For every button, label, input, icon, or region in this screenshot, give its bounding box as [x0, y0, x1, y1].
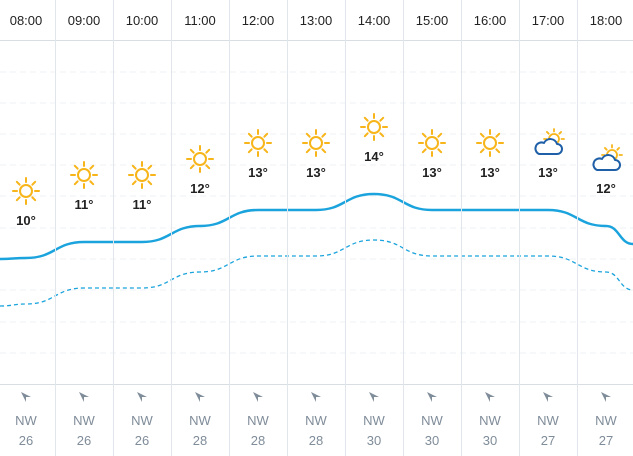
wind-direction-label: NW — [421, 413, 443, 428]
wind-speed-label: 26 — [18, 433, 34, 448]
temperature-label: 10° — [16, 213, 36, 228]
wind-direction-label: NW — [247, 413, 269, 428]
wind-cell: NW 30 — [345, 388, 403, 452]
wind-speed-label: 27 — [598, 433, 614, 448]
temperature-label: 11° — [132, 197, 152, 212]
wind-direction-arrow-icon — [311, 392, 321, 402]
sun-icon — [417, 128, 447, 158]
sun-icon — [359, 112, 389, 142]
feels-like-line — [0, 239, 633, 307]
wind-direction-label: NW — [189, 413, 211, 428]
hour-label: 18:00 — [589, 13, 623, 28]
temperature-label: 11° — [74, 197, 94, 212]
wind-cell: NW 28 — [229, 388, 287, 452]
hour-label: 16:00 — [473, 13, 507, 28]
wind-direction-arrow-icon — [21, 392, 31, 402]
temperature-label: 13° — [248, 165, 268, 180]
wind-cell: NW 28 — [287, 388, 345, 452]
wind-cell: NW 26 — [55, 388, 113, 452]
wind-direction-label: NW — [363, 413, 385, 428]
hour-label: 15:00 — [415, 13, 449, 28]
wind-cell: NW 30 — [461, 388, 519, 452]
wind-direction-arrow-icon — [427, 392, 437, 402]
wind-direction-label: NW — [15, 413, 37, 428]
column-separator — [287, 0, 288, 456]
wind-direction-label: NW — [479, 413, 501, 428]
temperature-label: 12° — [190, 181, 210, 196]
hour-label: 14:00 — [357, 13, 391, 28]
wind-speed-label: 30 — [482, 433, 498, 448]
hour-label: 13:00 — [299, 13, 333, 28]
wind-speed-label: 30 — [366, 433, 382, 448]
column-separator — [519, 0, 520, 456]
wind-speed-label: 28 — [308, 433, 324, 448]
temperature-label: 14° — [364, 149, 384, 164]
wind-direction-arrow-icon — [601, 392, 611, 402]
wind-speed-label: 26 — [134, 433, 150, 448]
sun-icon — [127, 160, 157, 190]
column-separator — [229, 0, 230, 456]
wind-direction-label: NW — [537, 413, 559, 428]
wind-speed-label: 30 — [424, 433, 440, 448]
wind-direction-arrow-icon — [369, 392, 379, 402]
wind-speed-label: 27 — [540, 433, 556, 448]
wind-direction-label: NW — [595, 413, 617, 428]
wind-direction-label: NW — [305, 413, 327, 428]
sun-icon — [301, 128, 331, 158]
wind-cell: NW 30 — [403, 388, 461, 452]
column-separator — [403, 0, 404, 456]
partly-cloudy-icon — [591, 144, 623, 174]
column-separator — [577, 0, 578, 456]
wind-direction-arrow-icon — [253, 392, 263, 402]
temperature-line — [0, 192, 633, 261]
wind-cell: NW 26 — [113, 388, 171, 452]
hour-label: 10:00 — [125, 13, 159, 28]
hour-label: 11:00 — [184, 13, 216, 28]
wind-cell: NW 27 — [577, 388, 633, 452]
sun-icon — [69, 160, 99, 190]
temperature-label: 13° — [480, 165, 500, 180]
temperature-label: 12° — [596, 181, 616, 196]
hour-label: 12:00 — [241, 13, 275, 28]
wind-speed-label: 28 — [192, 433, 208, 448]
wind-direction-arrow-icon — [195, 392, 205, 402]
column-separator — [345, 0, 346, 456]
wind-direction-arrow-icon — [485, 392, 495, 402]
sun-icon — [475, 128, 505, 158]
wind-cell: NW 28 — [171, 388, 229, 452]
wind-direction-arrow-icon — [79, 392, 89, 402]
wind-cell: NW 27 — [519, 388, 577, 452]
hour-header-row: 08:00 09:00 10:00 11:00 12:00 13:00 14:00 15:00… — [0, 0, 633, 41]
sun-icon — [185, 144, 215, 174]
wind-cell: NW 26 — [0, 388, 55, 452]
column-separator — [55, 0, 56, 456]
hour-label: 08:00 — [9, 13, 43, 28]
wind-direction-label: NW — [73, 413, 95, 428]
hour-label: 17:00 — [531, 13, 565, 28]
wind-direction-label: NW — [131, 413, 153, 428]
sun-icon — [11, 176, 41, 206]
wind-speed-label: 28 — [250, 433, 266, 448]
wind-speed-label: 26 — [76, 433, 92, 448]
sun-icon — [243, 128, 273, 158]
temperature-label: 13° — [306, 165, 326, 180]
temperature-label: 13° — [422, 165, 442, 180]
column-separator — [113, 0, 114, 456]
wind-direction-arrow-icon — [137, 392, 147, 402]
wind-row-divider — [0, 384, 633, 385]
wind-direction-arrow-icon — [543, 392, 553, 402]
partly-cloudy-icon — [533, 128, 565, 158]
column-separator — [461, 0, 462, 456]
column-separator — [171, 0, 172, 456]
temperature-label: 13° — [538, 165, 558, 180]
hour-label: 09:00 — [67, 13, 101, 28]
